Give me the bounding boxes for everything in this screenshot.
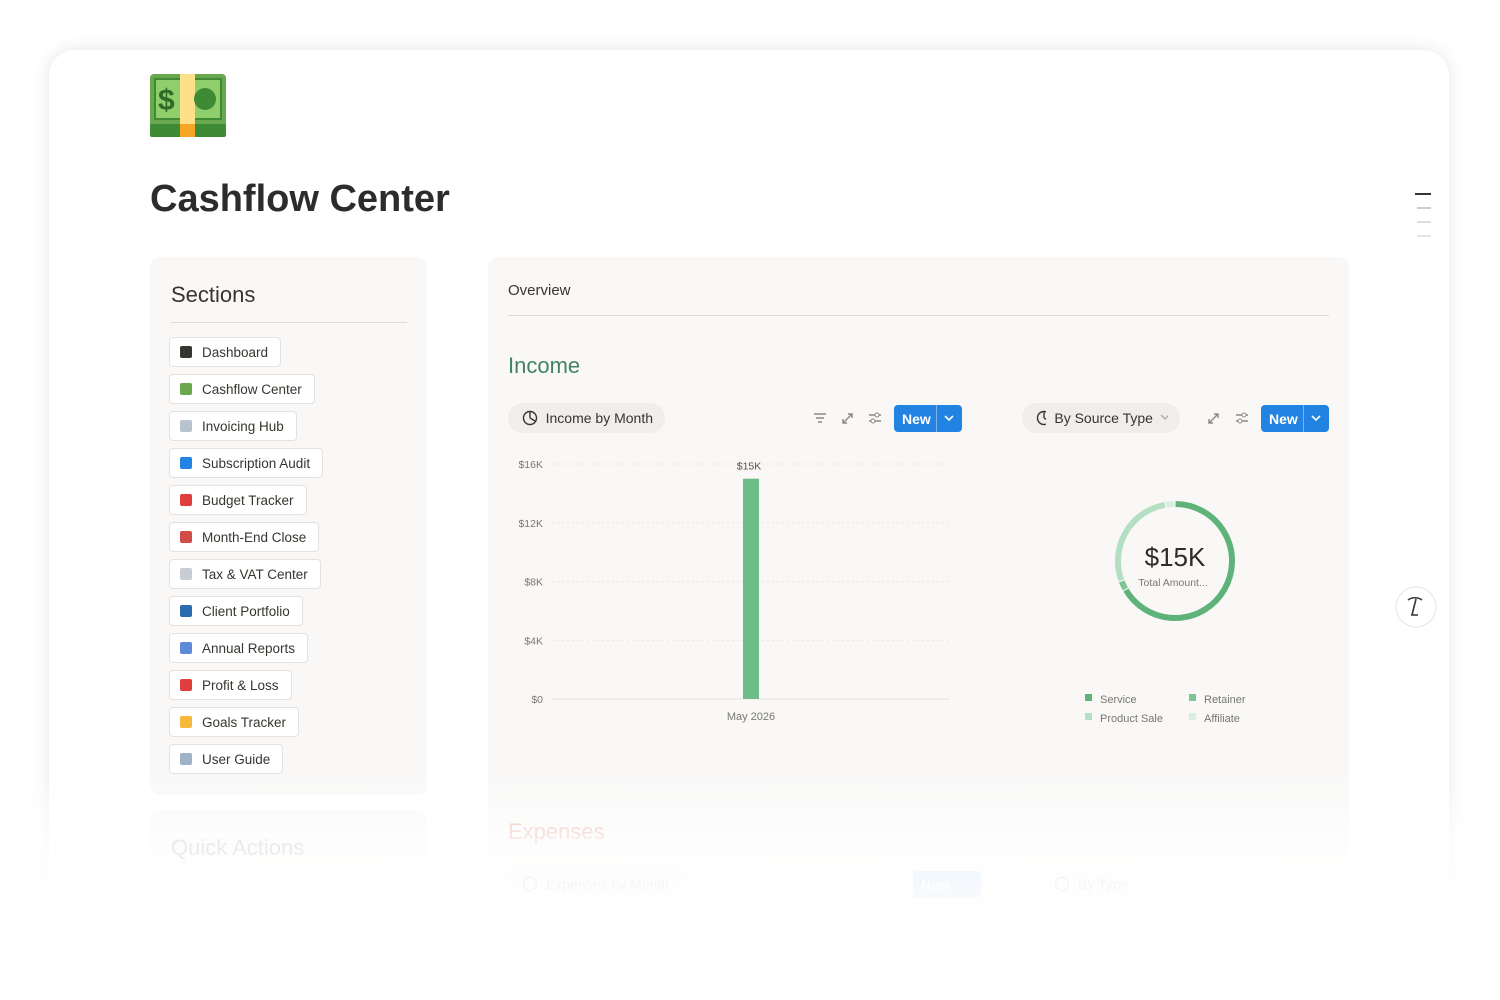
section-icon [180,457,192,469]
assistant-button[interactable] [1394,585,1438,629]
legend-swatch [1085,694,1092,701]
donut-segment [1118,580,1128,591]
section-icon [180,531,192,543]
donut-segment [1165,501,1175,508]
page-title: Cashflow Center [150,178,450,220]
section-icon [180,642,192,654]
section-label: Tax & VAT Center [202,566,308,582]
new-label: New [921,876,950,893]
donut-segment [1123,501,1235,621]
view-tools[interactable] [1205,408,1255,428]
section-link[interactable]: Annual Reports [169,633,309,663]
section-label: Dashboard [202,344,269,360]
section-label: Invoicing Hub [202,418,284,434]
y-tick-label: $16K [518,459,543,471]
new-button[interactable]: New [894,405,962,432]
donut-segment [1115,501,1166,582]
view-label: Expenses by Month [546,876,669,892]
view-tab[interactable]: By Source Type [1022,403,1180,433]
view-icon [522,876,538,892]
new-button[interactable]: New [1261,405,1329,432]
chevron [944,415,954,422]
view-icon [1054,876,1070,892]
y-tick-label: $0 [531,694,543,706]
chevron [1160,414,1168,420]
y-tick-label: $8K [524,577,543,589]
section-link[interactable]: Cashflow Center [169,374,315,404]
view-label: By Type [1078,876,1129,892]
section-icon [180,420,192,432]
new-label: New [902,410,931,427]
section-label: Budget Tracker [202,492,294,508]
section-icon [180,494,192,506]
x-tick-label: May 2026 [727,711,775,723]
section-link[interactable]: Goals Tracker [169,707,300,737]
view-label: Income by Month [545,410,653,426]
view-tools[interactable] [810,408,885,428]
new-label: New [1269,410,1298,427]
divider [171,322,407,323]
view-tab[interactable]: Expenses by Month [508,869,683,899]
y-tick-label: $12K [518,518,543,530]
page-icon: $ [150,74,226,137]
section-icon [180,753,192,765]
legend-swatch [1189,713,1196,720]
section-label: Goals Tracker [202,714,287,730]
chevron [1311,415,1321,422]
section-icon [180,716,192,728]
section-link[interactable]: Month-End Close [169,522,320,552]
overview-label: Overview [508,282,571,299]
bar [743,478,759,699]
income-heading: Income [508,353,581,378]
section-label: Month-End Close [202,529,307,545]
section-label: Client Portfolio [202,603,290,619]
legend-swatch [1085,713,1092,720]
toc[interactable] [1412,190,1434,240]
section-label: Annual Reports [202,640,296,656]
svg-text:$: $ [158,84,175,117]
section-icon [180,383,192,395]
section-link[interactable]: Client Portfolio [169,596,303,626]
view-tab[interactable]: By Type [1040,869,1160,899]
expenses-heading: Expenses [508,819,605,844]
donut-center-caption: Total Amount... [1138,577,1207,589]
section-link[interactable]: Dashboard [169,337,282,367]
section-label: Subscription Audit [202,455,311,471]
legend-label: Affiliate [1204,713,1240,725]
legend-label: Retainer [1204,694,1246,706]
section-icon [180,679,192,691]
legend-label: Service [1100,694,1137,706]
section-label: Profit & Loss [202,677,279,693]
section-icon [180,605,192,617]
legend-label: Product Sale [1100,713,1163,725]
section-link[interactable]: Profit & Loss [169,670,292,700]
y-tick-label: $4K [524,635,543,647]
new-button[interactable]: New [913,871,981,898]
section-icon [180,346,192,358]
section-link[interactable]: Invoicing Hub [169,411,297,441]
section-link[interactable]: User Guide [169,744,284,774]
legend-swatch [1189,694,1196,701]
divider [508,315,1329,316]
section-link[interactable]: Tax & VAT Center [169,559,321,589]
section-label: User Guide [202,751,271,767]
data-label: $15K [737,461,762,473]
donut-center-value: $15K [1145,542,1206,572]
section-link[interactable]: Budget Tracker [169,485,307,515]
view-label: By Source Type [1054,410,1153,426]
view-icon [522,410,538,426]
section-link[interactable]: Subscription Audit [169,448,324,478]
section-icon [180,568,192,580]
view-tab[interactable]: Income by Month [508,403,665,433]
view-icon [1036,410,1047,426]
section-label: Cashflow Center [202,381,302,397]
sections-heading: Sections [171,282,256,307]
